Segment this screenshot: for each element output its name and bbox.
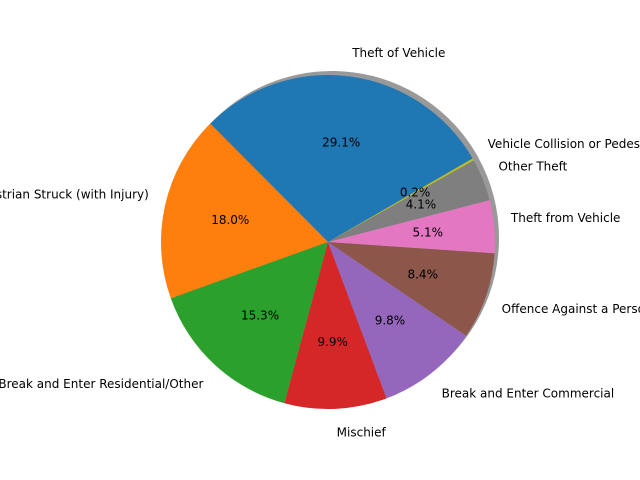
pie-slice-vehicle-collision-or-pedestrian-struck-with-fatality	[328, 158, 474, 242]
pie-slice-break-and-enter-residential-other	[170, 242, 328, 404]
percent-label-break-and-enter-residential-other: 15.3%	[241, 309, 279, 323]
category-label-offence-against-a-person: Offence Against a Person	[502, 302, 640, 316]
category-label-theft-of-vehicle: Theft of Vehicle	[351, 46, 445, 60]
percent-label-theft-of-vehicle: 29.1%	[322, 136, 360, 150]
pie-slice-other-theft	[328, 160, 490, 242]
percent-label-vehicle-collision-or-pedestrian-struck-with-fatality: 0.2%	[400, 185, 431, 199]
category-label-theft-from-vehicle: Theft from Vehicle	[510, 211, 621, 225]
category-label-break-and-enter-residential-other: Break and Enter Residential/Other	[0, 377, 203, 391]
category-label-break-and-enter-commercial: Break and Enter Commercial	[442, 386, 615, 400]
percent-label-other-theft: 4.1%	[406, 198, 437, 212]
category-label-vehicle-collision-or-pedestrian-struck-with-fatality: Vehicle Collision or Pedestrian Struck (…	[488, 137, 640, 151]
pie-slices	[161, 75, 495, 410]
category-label-mischief: Mischief	[337, 425, 387, 439]
pie-slice-break-and-enter-commercial	[328, 242, 467, 399]
pie-slice-theft-of-vehicle	[210, 75, 473, 242]
percent-label-pedestrian-struck-with-injury: 18.0%	[211, 213, 249, 227]
percent-label-theft-from-vehicle: 5.1%	[413, 226, 444, 240]
percent-label-mischief: 9.9%	[317, 335, 348, 349]
pie-percent-labels: 29.1% 18.0% 15.3% 9.9% 9.8% 8.4% 5.1% 4.1%0.2%	[211, 136, 443, 349]
percent-label-break-and-enter-commercial: 9.8%	[375, 314, 406, 328]
pie-slice-pedestrian-struck-with-injury	[161, 123, 328, 299]
pie-slice-mischief	[284, 242, 387, 410]
category-label-other-theft: Other Theft	[498, 160, 567, 174]
category-label-pedestrian-struck-with-injury: Pedestrian Struck (with Injury)	[0, 188, 149, 202]
percent-label-offence-against-a-person: 8.4%	[407, 268, 438, 282]
pie-slice-offence-against-a-person	[328, 242, 495, 336]
pie-slice-theft-from-vehicle	[328, 200, 495, 254]
pie-category-labels: Theft of Vehicle Pedestrian Struck (with …	[0, 46, 640, 440]
